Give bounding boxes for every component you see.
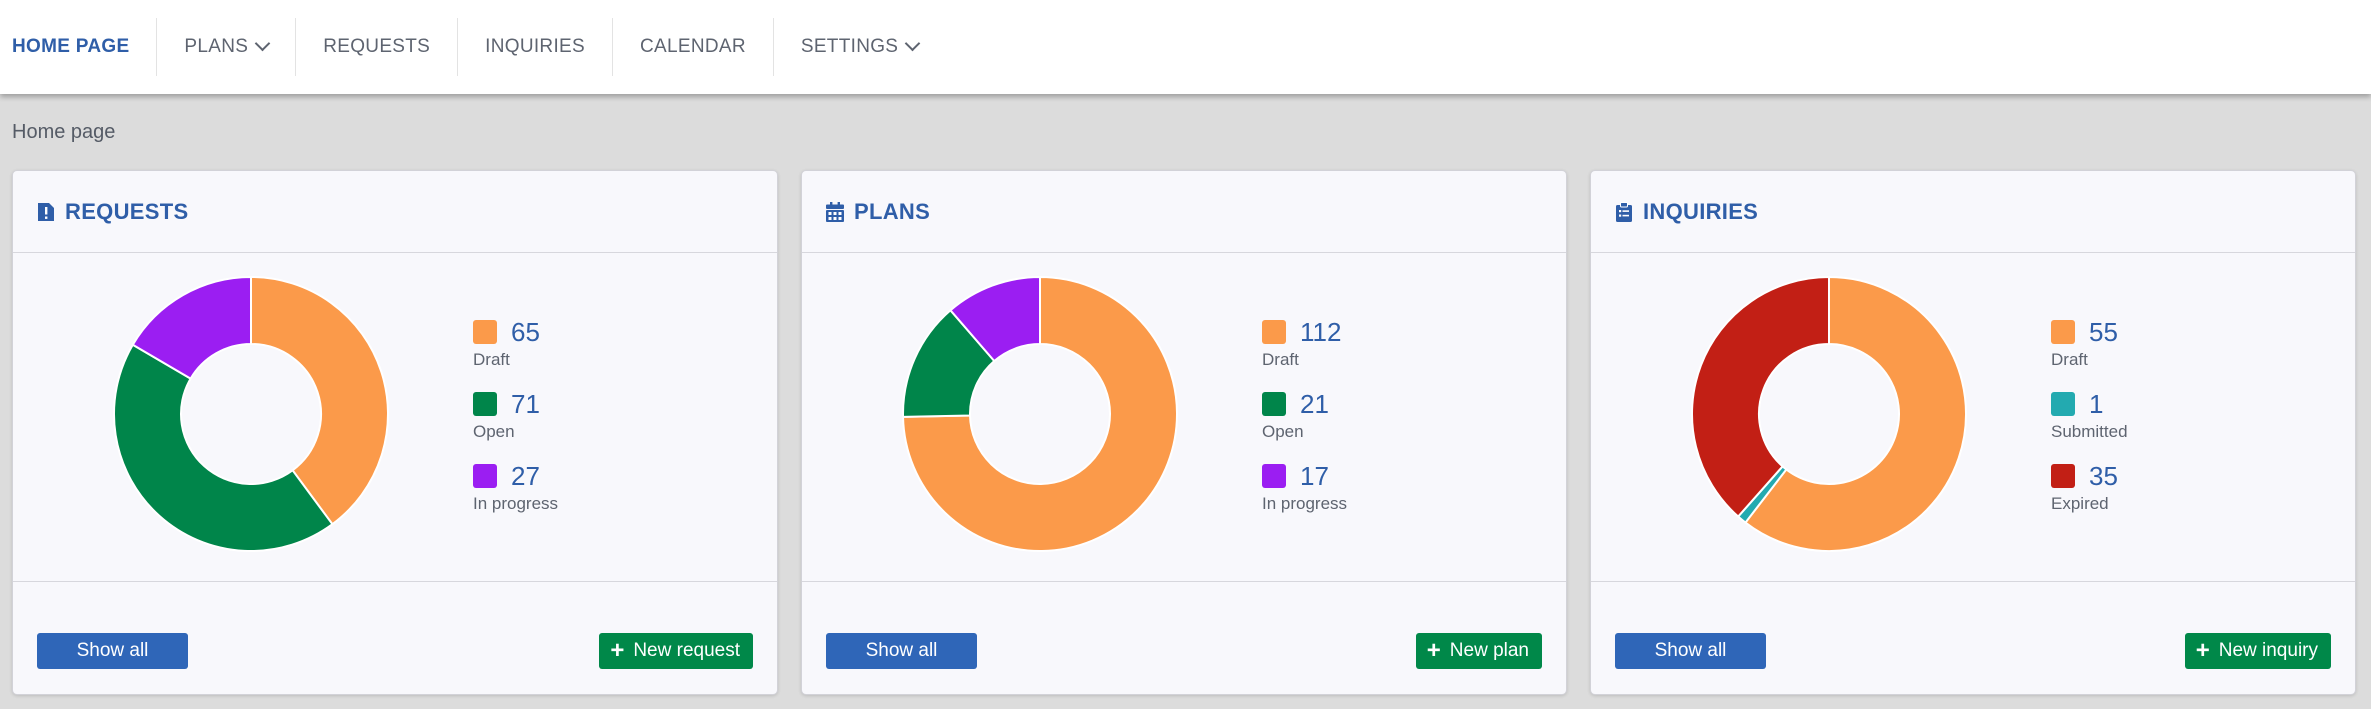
show-all-plans-button[interactable]: Show all [826,633,977,669]
inquiries-panel: INQUIRIES 55 Draft 1 Submitted 35 Expire… [1590,170,2356,695]
donut-slice-draft[interactable] [902,275,1178,552]
legend-swatch [2051,392,2075,416]
donut-slice-open[interactable] [113,343,334,552]
legend-label: In progress [473,494,559,513]
panel-footer [13,581,777,695]
legend-label: Open [473,422,515,441]
legend-swatch [2051,464,2075,488]
top-navigation-bar: HOME PAGE PLANS REQUESTS INQUIRIES CALEN… [0,0,2371,94]
legend-label: Draft [1262,350,1299,369]
inquiries-donut-chart [1691,275,1967,552]
legend-item-in-progress: 27 In progress [473,461,558,533]
chevron-down-icon [254,35,271,52]
show-all-inquiries-button[interactable]: Show all [1615,633,1766,669]
requests-panel: REQUESTS 65 Draft 71 Open 27 In progress… [12,170,778,695]
plans-panel: PLANS 112 Draft 21 Open 17 In progress S… [801,170,1567,695]
panel-footer [802,581,1566,695]
chevron-down-icon [905,35,921,52]
donut-slice-draft[interactable] [1744,275,1967,552]
legend-swatch [2051,320,2075,344]
nav-item-label: HOME PAGE [12,36,130,57]
nav-item-requests[interactable]: REQUESTS [295,18,457,76]
nav-item-inquiries[interactable]: INQUIRIES [457,18,612,76]
legend-value: 21 [1300,388,1329,419]
button-label: New request [633,640,740,661]
legend-swatch [1262,320,1286,344]
plus-icon: + [1426,637,1441,664]
chart-legend: 65 Draft 71 Open 27 In progress [473,317,558,533]
new-plan-button[interactable]: + New plan [1415,633,1542,669]
new-request-button[interactable]: + New request [599,633,753,669]
panel-header: PLANS [802,171,1566,253]
calendar-icon [826,201,844,222]
new-inquiry-button[interactable]: + New inquiry [2184,633,2331,669]
legend-item-in-progress: 17 In progress [1262,461,1347,533]
requests-donut-chart [113,275,389,552]
legend-item-draft: 65 Draft [473,317,558,389]
legend-label: Expired [2051,494,2109,513]
legend-value: 35 [2089,460,2118,491]
chart-legend: 55 Draft 1 Submitted 35 Expired [2051,317,2128,533]
panel-title: PLANS [854,198,931,224]
plus-icon: + [2195,637,2210,664]
nav-item-home-page[interactable]: HOME PAGE [0,18,156,76]
legend-label: Draft [2051,350,2088,369]
legend-value: 55 [2089,316,2118,347]
legend-item-open: 71 Open [473,389,558,461]
legend-swatch [1262,464,1286,488]
donut-slice-draft[interactable] [250,275,389,526]
legend-label: Submitted [2051,422,2128,441]
legend-item-submitted: 1 Submitted [2051,389,2128,461]
nav-item-label: REQUESTS [323,36,431,57]
legend-label: Draft [473,350,510,369]
panel-footer [1591,581,2355,695]
donut-slice-in-progress[interactable] [131,275,252,380]
legend-swatch [473,464,497,488]
nav-item-label: PLANS [184,36,249,57]
exclamation-document-icon [38,202,54,221]
donut-slice-in-progress[interactable] [949,275,1041,363]
plans-donut-chart [902,275,1178,552]
donut-slice-expired[interactable] [1691,275,1830,518]
nav-item-calendar[interactable]: CALENDAR [611,18,773,76]
breadcrumb: Home page [12,121,116,143]
chart-legend: 112 Draft 21 Open 17 In progress [1262,317,1347,533]
legend-label: In progress [1262,494,1348,513]
panel-title: REQUESTS [65,198,189,224]
button-label: New plan [1449,640,1529,661]
clipboard-list-icon [1616,201,1632,222]
legend-item-expired: 35 Expired [2051,461,2128,533]
legend-value: 1 [2089,388,2104,419]
legend-item-draft: 55 Draft [2051,317,2128,389]
legend-value: 71 [511,388,540,419]
legend-swatch [473,392,497,416]
legend-item-open: 21 Open [1262,389,1347,461]
legend-value: 112 [1300,316,1342,347]
show-all-requests-button[interactable]: Show all [37,633,188,669]
legend-value: 27 [511,460,540,491]
legend-swatch [473,320,497,344]
legend-value: 65 [511,316,540,347]
nav-item-label: INQUIRIES [485,36,585,57]
panel-title: INQUIRIES [1643,198,1759,224]
nav-item-plans[interactable]: PLANS [156,18,295,76]
nav-item-label: CALENDAR [639,36,746,57]
legend-label: Open [1262,422,1304,441]
panel-header: REQUESTS [13,171,777,253]
nav-item-label: SETTINGS [800,36,899,57]
legend-swatch [1262,392,1286,416]
panel-header: INQUIRIES [1591,171,2355,253]
button-label: New inquiry [2218,640,2318,661]
plus-icon: + [610,637,625,664]
legend-item-draft: 112 Draft [1262,317,1347,389]
legend-value: 17 [1300,460,1329,491]
nav-item-settings[interactable]: SETTINGS [772,18,945,76]
